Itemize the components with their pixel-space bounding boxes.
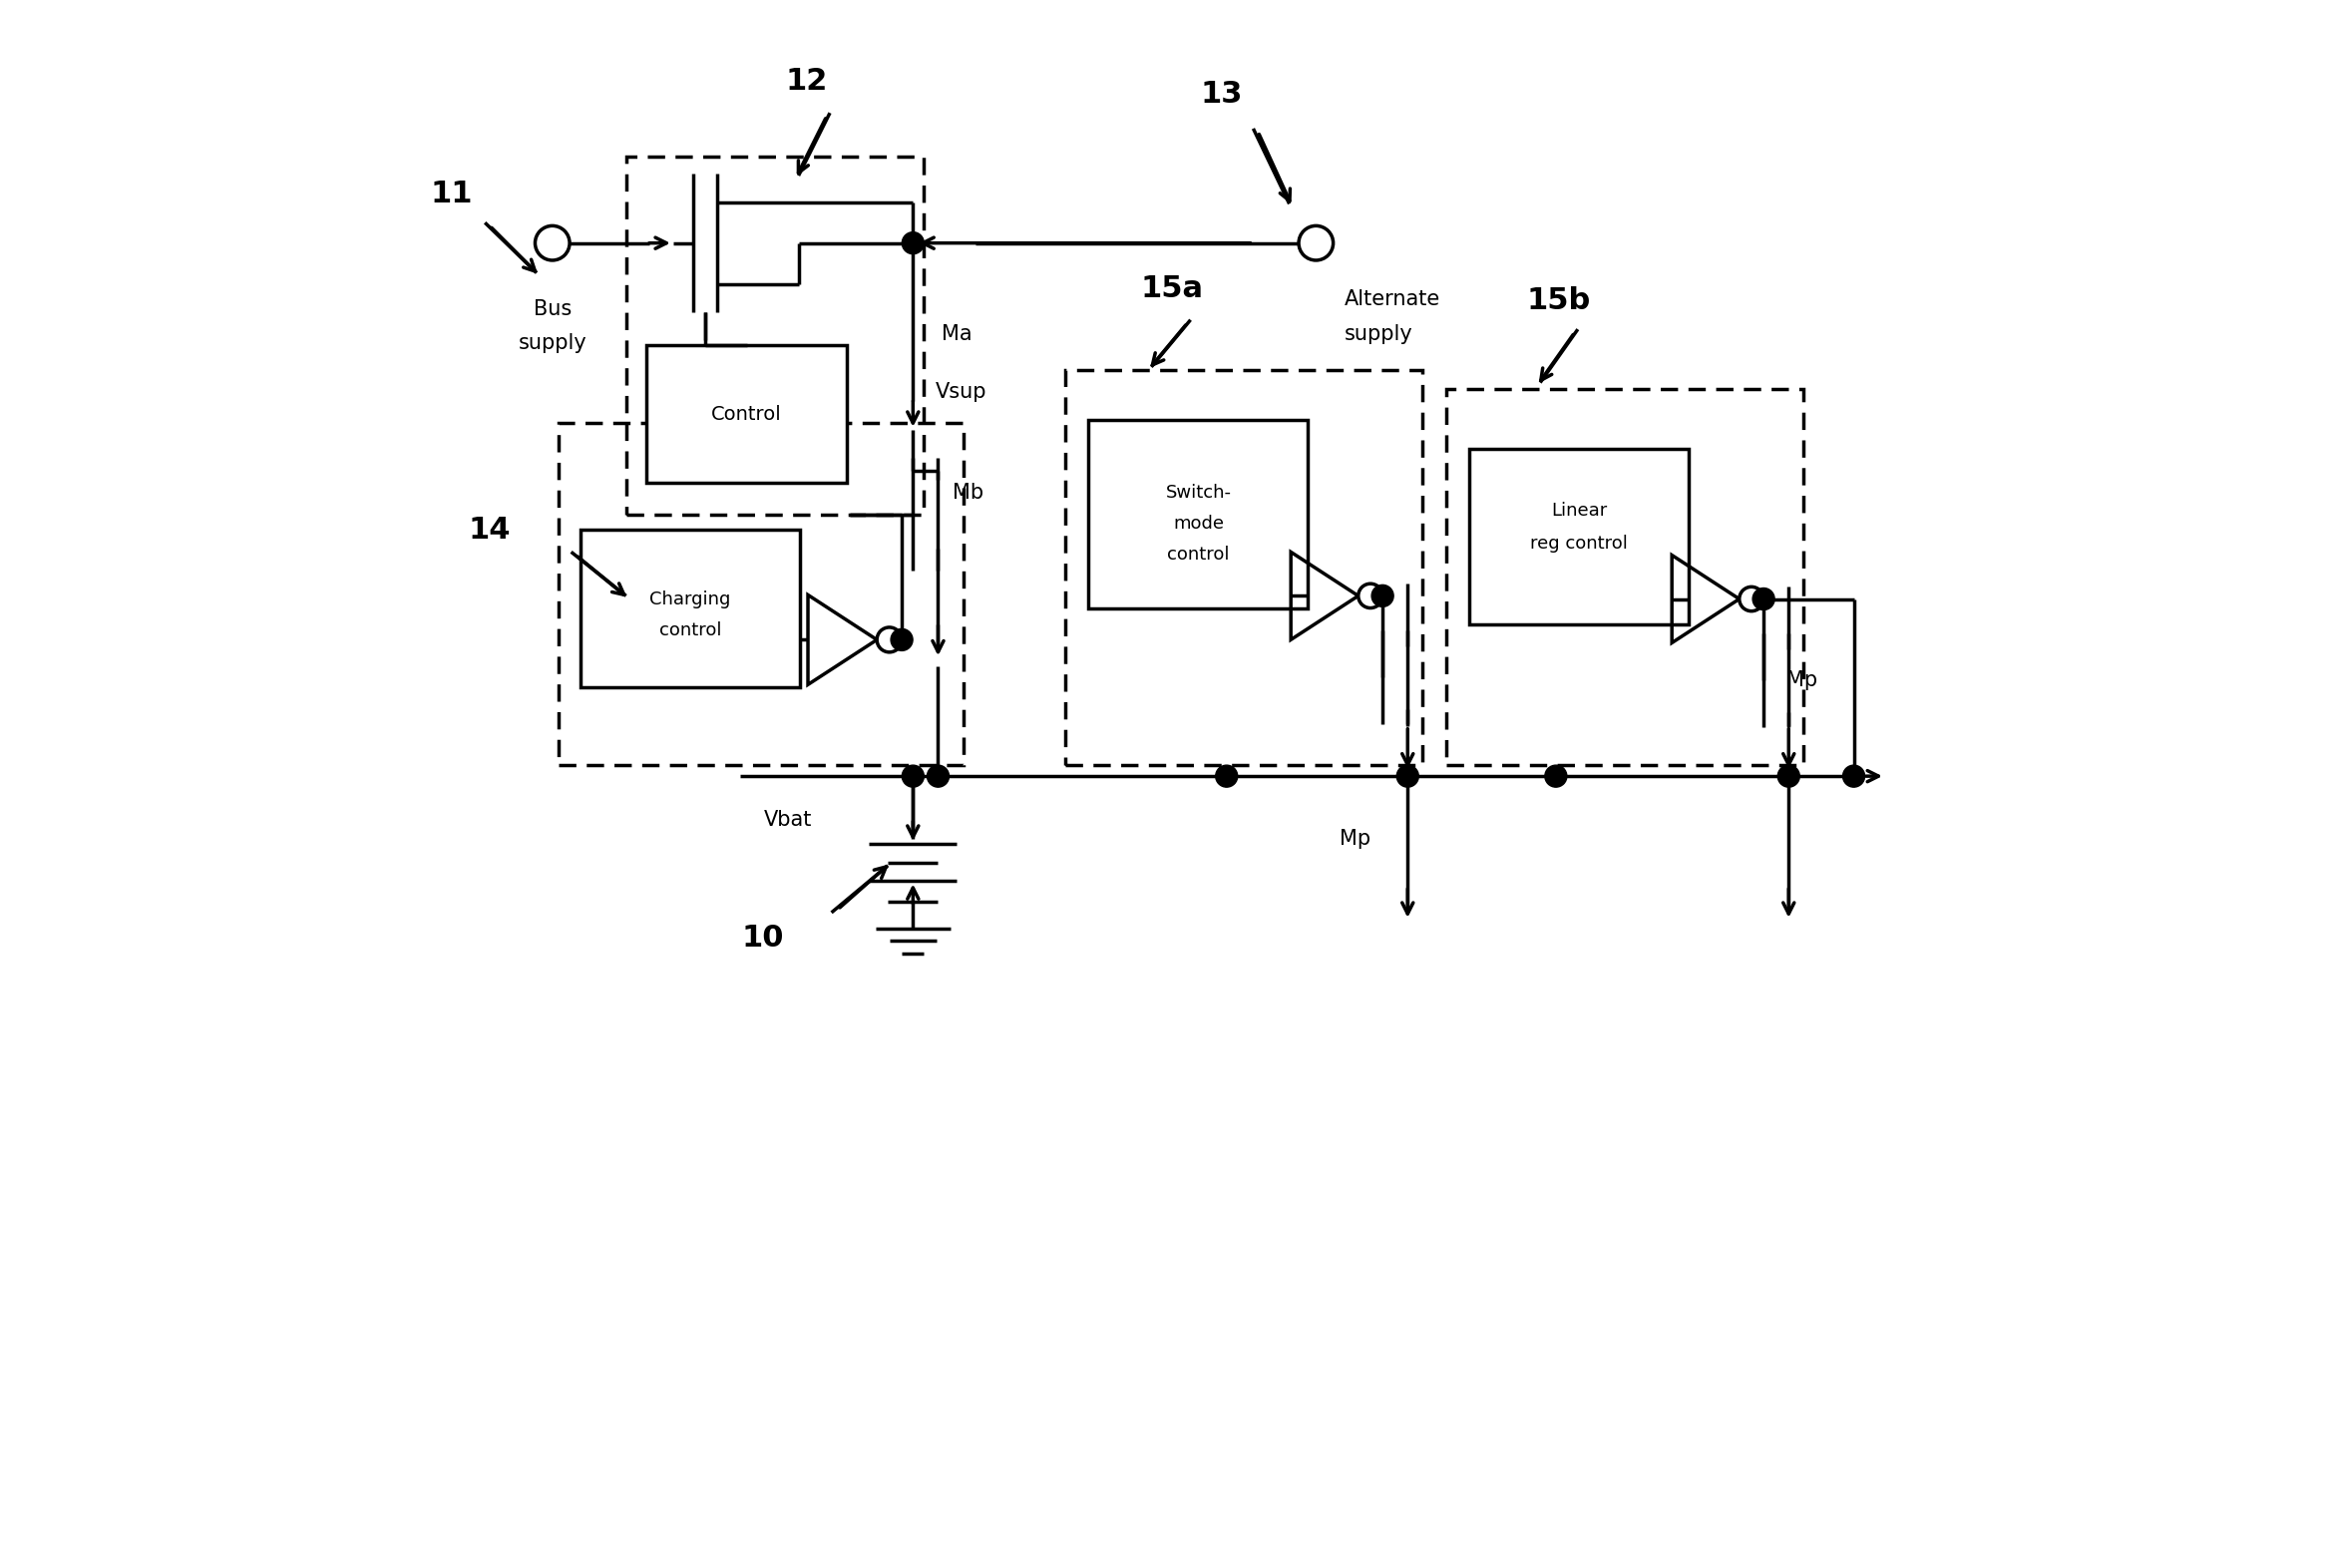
Circle shape (1298, 226, 1333, 260)
Text: 11: 11 (429, 180, 471, 209)
Text: 14: 14 (469, 516, 511, 544)
Text: 13: 13 (1200, 80, 1244, 108)
Bar (1470, 448, 1690, 624)
Circle shape (892, 629, 913, 651)
Circle shape (1216, 765, 1237, 787)
Bar (581, 530, 801, 687)
Bar (647, 345, 847, 483)
Circle shape (927, 765, 950, 787)
Bar (626, 157, 924, 514)
Text: 15b: 15b (1526, 287, 1592, 315)
Text: Vsup: Vsup (936, 383, 987, 401)
Circle shape (1396, 765, 1419, 787)
Circle shape (1545, 765, 1566, 787)
Text: control: control (1167, 546, 1230, 564)
Text: supply: supply (518, 334, 586, 353)
Circle shape (1372, 585, 1393, 607)
Text: Linear: Linear (1552, 502, 1608, 521)
Text: mode: mode (1174, 514, 1223, 533)
Bar (1088, 420, 1307, 608)
Text: 15a: 15a (1141, 274, 1202, 303)
Circle shape (901, 232, 924, 254)
Text: 12: 12 (784, 67, 829, 96)
Circle shape (878, 627, 901, 652)
Text: Mb: Mb (952, 483, 983, 502)
Circle shape (1753, 588, 1774, 610)
Text: Bus: Bus (532, 299, 572, 318)
Text: Mp: Mp (1786, 671, 1818, 690)
Bar (1064, 370, 1424, 765)
Text: Alternate: Alternate (1344, 290, 1440, 309)
Text: Ma: Ma (941, 325, 971, 343)
Circle shape (1739, 586, 1765, 612)
Text: Mp: Mp (1340, 829, 1370, 848)
Circle shape (534, 226, 569, 260)
Text: supply: supply (1344, 325, 1412, 343)
Text: Vbat: Vbat (763, 811, 812, 829)
Circle shape (1844, 765, 1865, 787)
Bar (1447, 389, 1804, 765)
Circle shape (901, 765, 924, 787)
Text: Switch-: Switch- (1165, 483, 1232, 502)
Circle shape (1779, 765, 1800, 787)
Text: control: control (658, 621, 721, 640)
Bar (558, 423, 964, 765)
Text: Control: Control (712, 405, 782, 423)
Circle shape (1358, 583, 1382, 608)
Text: 10: 10 (742, 924, 784, 952)
Text: reg control: reg control (1531, 535, 1629, 554)
Text: Charging: Charging (649, 590, 731, 608)
